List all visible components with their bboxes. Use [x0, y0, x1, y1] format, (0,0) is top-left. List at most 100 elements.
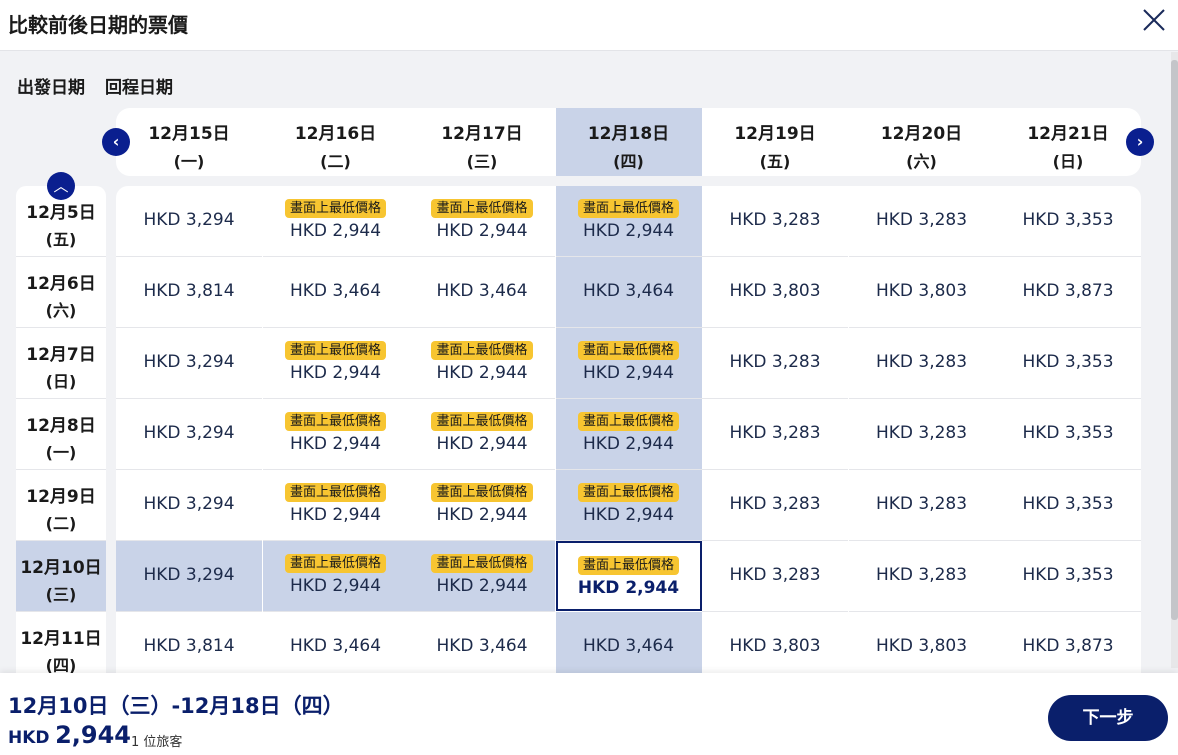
price-cell[interactable]: 畫面上最低價格 HKD 2,944 [555, 186, 702, 257]
price-value: HKD 2,944 [582, 363, 675, 383]
price-cell[interactable]: HKD 3,294 [116, 186, 262, 257]
depart-weekday-label: (一) [45, 443, 77, 462]
price-cell[interactable]: HKD 3,294 [116, 399, 262, 470]
dialog-header: 比較前後日期的票價 [0, 0, 1178, 51]
depart-date-5[interactable]: 12月10日 (三) [16, 541, 106, 612]
price-value: HKD 3,464 [289, 636, 382, 656]
price-cell[interactable]: HKD 3,283 [848, 470, 995, 541]
price-cell[interactable]: HKD 3,283 [848, 399, 995, 470]
price-cell[interactable]: HKD 3,294 [116, 541, 262, 612]
lowest-price-badge: 畫面上最低價格 [284, 554, 386, 573]
price-value: HKD 3,294 [143, 565, 235, 585]
return-date-0[interactable]: 12月15日 (一) [116, 108, 262, 176]
depart-date-label: 出發日期 [17, 78, 85, 98]
return-date-6[interactable]: 12月21日 (日) [995, 108, 1141, 176]
price-cell[interactable]: HKD 3,294 [116, 470, 262, 541]
depart-date-column: 12月5日 (五) 12月6日 (六) 12月7日 (日) 12月8日 (一) 12月9日 (二)… [16, 186, 106, 676]
price-cell[interactable]: HKD 3,464 [555, 612, 702, 676]
price-cell[interactable]: HKD 3,803 [702, 257, 848, 328]
price-value: HKD 2,944 [289, 363, 382, 383]
lowest-price-badge: 畫面上最低價格 [577, 483, 679, 502]
price-cell[interactable]: HKD 3,873 [995, 612, 1141, 676]
passenger-count: 1 位旅客 [131, 735, 183, 750]
price-cell[interactable]: 畫面上最低價格 HKD 2,944 [262, 186, 409, 257]
price-cell[interactable]: 畫面上最低價格 HKD 2,944 [555, 541, 702, 611]
close-icon[interactable] [1140, 6, 1168, 34]
price-cell[interactable]: HKD 3,353 [995, 399, 1141, 470]
return-date-3[interactable]: 12月18日 (四) [555, 108, 702, 176]
return-weekday-label: (六) [906, 152, 937, 171]
price-cell[interactable]: 畫面上最低價格 HKD 2,944 [262, 328, 409, 399]
price-cell[interactable]: HKD 3,283 [702, 399, 848, 470]
chevron-left-icon: ‹ [112, 132, 120, 151]
lowest-price-badge: 畫面上最低價格 [284, 483, 386, 502]
depart-weekday-label: (三) [45, 585, 77, 604]
return-date-2[interactable]: 12月17日 (三) [409, 108, 555, 176]
price-cell[interactable]: HKD 3,464 [262, 257, 409, 328]
prev-dates-button[interactable]: ‹ [102, 128, 130, 156]
price-cell[interactable]: HKD 3,353 [995, 470, 1141, 541]
depart-date-4[interactable]: 12月9日 (二) [16, 470, 106, 541]
return-weekday-label: (一) [173, 152, 205, 171]
price-cell[interactable]: HKD 3,803 [848, 257, 995, 328]
price-cell[interactable]: HKD 3,803 [702, 612, 848, 676]
price-value: HKD 3,283 [875, 565, 968, 585]
price-cell[interactable]: 畫面上最低價格 HKD 2,944 [262, 470, 409, 541]
price-cell[interactable]: HKD 3,353 [995, 541, 1141, 612]
next-dates-button[interactable]: › [1126, 128, 1154, 156]
lowest-price-badge: 畫面上最低價格 [577, 199, 679, 218]
depart-date-label: 12月7日 [26, 345, 96, 365]
price-cell[interactable]: HKD 3,283 [848, 541, 995, 612]
return-date-label: 12月16日 [294, 124, 377, 144]
price-value: HKD 3,873 [1022, 636, 1114, 656]
price-value: HKD 3,283 [729, 352, 821, 372]
depart-date-0[interactable]: 12月5日 (五) [16, 186, 106, 257]
price-value: HKD 3,803 [875, 281, 968, 301]
price-cell[interactable]: HKD 3,464 [409, 257, 555, 328]
price-cell[interactable]: 畫面上最低價格 HKD 2,944 [409, 541, 555, 612]
price-value: HKD 3,283 [875, 352, 968, 372]
price-cell[interactable]: 畫面上最低價格 HKD 2,944 [409, 470, 555, 541]
price-cell[interactable]: 畫面上最低價格 HKD 2,944 [262, 541, 409, 612]
return-date-1[interactable]: 12月16日 (二) [263, 108, 409, 176]
price-cell[interactable]: 畫面上最低價格 HKD 2,944 [555, 470, 702, 541]
price-cell[interactable]: HKD 3,283 [848, 328, 995, 399]
price-cell[interactable]: HKD 3,873 [995, 257, 1141, 328]
price-cell[interactable]: HKD 3,283 [702, 470, 848, 541]
price-cell[interactable]: 畫面上最低價格 HKD 2,944 [555, 399, 702, 470]
price-cell[interactable]: HKD 3,294 [116, 328, 262, 399]
price-value: HKD 3,294 [143, 494, 235, 514]
price-cell[interactable]: HKD 3,283 [702, 328, 848, 399]
return-date-4[interactable]: 12月19日 (五) [702, 108, 848, 176]
price-cell[interactable]: HKD 3,814 [116, 257, 262, 328]
depart-date-6[interactable]: 12月11日 (四) [16, 612, 106, 676]
price-value: HKD 2,944 [436, 505, 528, 525]
price-cell[interactable]: HKD 3,283 [702, 541, 848, 612]
price-cell[interactable]: HKD 3,283 [848, 186, 995, 257]
price-cell[interactable]: 畫面上最低價格 HKD 2,944 [409, 328, 555, 399]
price-cell[interactable]: HKD 3,803 [849, 612, 995, 676]
depart-date-1[interactable]: 12月6日 (六) [16, 257, 106, 328]
price-cell[interactable]: HKD 3,464 [409, 612, 555, 676]
price-cell[interactable]: 畫面上最低價格 HKD 2,944 [409, 399, 555, 470]
return-date-5[interactable]: 12月20日 (六) [849, 108, 995, 176]
price-value: HKD 2,944 [289, 434, 382, 454]
return-date-label: 回程日期 [105, 78, 173, 98]
price-cell[interactable]: HKD 3,353 [995, 328, 1141, 399]
scrollbar-thumb[interactable] [1171, 60, 1178, 620]
price-cell[interactable]: HKD 3,283 [702, 186, 848, 257]
price-cell[interactable]: HKD 3,464 [263, 612, 409, 676]
price-value: HKD 3,464 [582, 636, 675, 656]
depart-date-2[interactable]: 12月7日 (日) [16, 328, 106, 399]
depart-date-label: 12月8日 [26, 416, 96, 436]
depart-date-3[interactable]: 12月8日 (一) [16, 399, 106, 470]
price-cell[interactable]: HKD 3,464 [555, 257, 702, 328]
depart-date-label: 12月10日 [20, 558, 102, 578]
price-cell[interactable]: 畫面上最低價格 HKD 2,944 [409, 186, 555, 257]
price-cell[interactable]: HKD 3,353 [995, 186, 1141, 257]
next-step-button[interactable]: 下一步 [1048, 695, 1168, 741]
price-cell[interactable]: 畫面上最低價格 HKD 2,944 [555, 328, 702, 399]
price-cell[interactable]: HKD 3,814 [116, 612, 262, 676]
price-cell[interactable]: 畫面上最低價格 HKD 2,944 [262, 399, 409, 470]
prev-depart-dates-button[interactable]: ︿ [47, 172, 75, 200]
